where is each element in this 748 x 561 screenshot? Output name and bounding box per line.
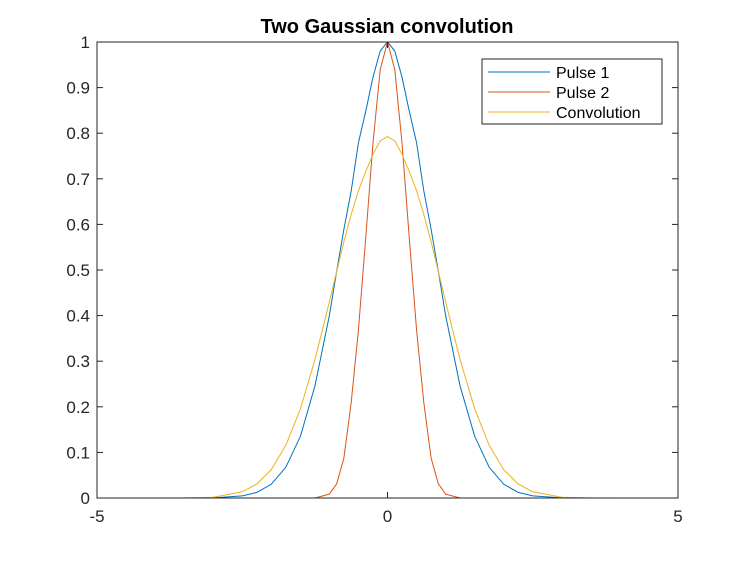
y-tick-label: 1 <box>81 33 90 52</box>
y-tick-label: 0.4 <box>66 307 90 326</box>
y-tick-label: 0.9 <box>66 79 90 98</box>
y-tick-label: 0.8 <box>66 124 90 143</box>
y-tick-label: 0.7 <box>66 170 90 189</box>
x-tick-label: 0 <box>383 507 392 526</box>
legend: Pulse 1 Pulse 2 Convolution <box>481 58 663 125</box>
y-tick-label: 0.6 <box>66 215 90 234</box>
y-tick-label: 0.1 <box>66 443 90 462</box>
y-tick-label: 0 <box>81 489 90 508</box>
legend-label-pulse-2: Pulse 2 <box>556 85 609 102</box>
legend-label-pulse-1: Pulse 1 <box>556 65 609 82</box>
series-line-convolution <box>97 136 678 499</box>
y-tick-label: 0.5 <box>66 261 90 280</box>
x-axis: -5 0 5 <box>89 42 683 526</box>
y-tick-label: 0.2 <box>66 398 90 417</box>
legend-label-convolution: Convolution <box>556 105 641 122</box>
y-axis: 0 0.1 0.2 0.3 0.4 0.5 0.6 0.7 0.8 0.9 1 <box>66 33 678 508</box>
y-tick-label: 0.3 <box>66 352 90 371</box>
chart-title: Two Gaussian convolution <box>261 16 514 38</box>
x-tick-label: -5 <box>89 507 104 526</box>
x-tick-label: 5 <box>673 507 682 526</box>
